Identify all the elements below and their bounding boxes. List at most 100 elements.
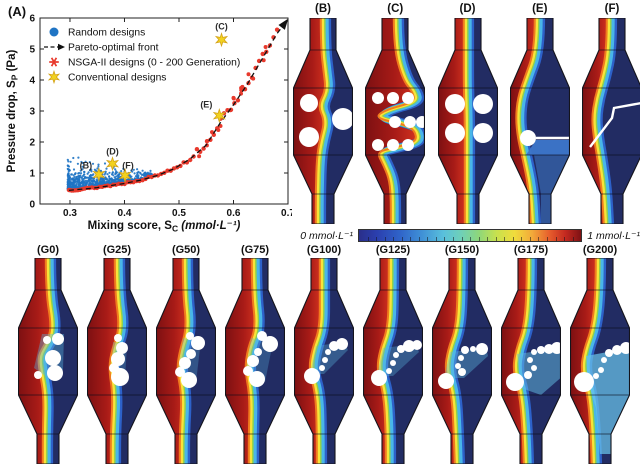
cfd-concentration-field xyxy=(87,258,147,464)
colorbar-tick xyxy=(376,237,378,241)
svg-text:(F): (F) xyxy=(122,160,134,170)
mixing-vs-pressure-chart: (B) (C) (D) (E) (F) 0.3 0.4 0.5 0.6 0.7 0 1 2 3 4 5 6 Ran… xyxy=(6,4,292,234)
svg-text:(E): (E) xyxy=(200,100,212,110)
obstacle-pillar xyxy=(249,371,265,387)
obstacle-pillar xyxy=(47,365,63,381)
cfd-concentration-field xyxy=(293,18,353,224)
obstacle-pillar xyxy=(111,368,129,386)
obstacle-pillar xyxy=(389,116,402,128)
obstacle-pillar xyxy=(444,94,465,114)
colorbar-tick xyxy=(521,237,523,241)
colorbar-tick xyxy=(572,237,574,241)
svg-text:0.7: 0.7 xyxy=(281,208,292,219)
baffle xyxy=(589,101,640,148)
obstacle-pillar xyxy=(386,368,392,374)
obstacle-pillar xyxy=(175,367,185,377)
obstacle-pillar xyxy=(531,365,537,371)
svg-text:4: 4 xyxy=(29,76,35,87)
design-panel-c: (C) xyxy=(365,2,426,224)
svg-text:Pareto-optimal front: Pareto-optimal front xyxy=(68,43,159,54)
svg-text:NSGA-II designs (0 - 200 Gener: NSGA-II designs (0 - 200 Generation) xyxy=(68,58,240,69)
colorbar-tick xyxy=(538,237,540,241)
panel-label: (D) xyxy=(459,3,476,15)
cfd-concentration-field xyxy=(156,258,216,464)
colorbar-tick xyxy=(478,237,480,241)
obstacle-pillar xyxy=(34,371,42,379)
obstacle-pillar xyxy=(524,371,532,379)
obstacle-pillar xyxy=(612,345,622,355)
panel-label: (G200) xyxy=(582,244,618,256)
obstacle-pillar xyxy=(179,357,191,369)
obstacle-pillar xyxy=(299,127,319,147)
obstacle-pillar xyxy=(574,372,594,392)
design-panel-g200: (G200) xyxy=(570,244,630,464)
colorbar-tick xyxy=(470,237,472,241)
obstacle-pillar xyxy=(332,108,353,130)
colorbar-tick xyxy=(435,237,437,241)
panel-label: (F) xyxy=(604,3,620,15)
colorbar-tick xyxy=(427,237,429,241)
obstacle-pillar xyxy=(372,92,385,104)
obstacle-pillar xyxy=(300,94,318,112)
design-panel-g50: (G50) xyxy=(156,244,216,464)
colorbar-tick xyxy=(487,237,489,241)
panel-label: (E) xyxy=(532,3,548,15)
colorbar-tick xyxy=(418,237,420,241)
svg-text:0.4: 0.4 xyxy=(118,208,132,219)
panel-label: (G25) xyxy=(102,244,132,256)
svg-text:0.3: 0.3 xyxy=(63,208,77,219)
colorbar-tick xyxy=(410,237,412,241)
colorbar-tick xyxy=(444,237,446,241)
colorbar-gradient xyxy=(358,229,583,242)
panel-label: (G100) xyxy=(306,244,342,256)
svg-text:6: 6 xyxy=(29,14,35,25)
obstacle-pillar xyxy=(519,130,536,146)
design-panel-g125: (G125) xyxy=(363,244,423,464)
svg-text:(B): (B) xyxy=(80,161,93,171)
obstacle-pillar xyxy=(438,373,454,389)
colorbar-max-label: 1 mmol·L⁻¹ xyxy=(587,229,640,242)
svg-text:1: 1 xyxy=(29,169,35,180)
obstacle-pillar xyxy=(181,372,197,388)
panel-label: (G150) xyxy=(444,244,480,256)
obstacle-pillar xyxy=(247,355,259,367)
cfd-concentration-field xyxy=(18,258,78,464)
colorbar-tick xyxy=(461,237,463,241)
y-axis-label: Pressure drop, SP (Pa) xyxy=(6,50,20,173)
colorbar: 0 mmol·L⁻¹ 1 mmol·L⁻¹ xyxy=(291,229,640,242)
design-panel-g150: (G150) xyxy=(432,244,492,464)
panel-label: (G175) xyxy=(513,244,549,256)
obstacle-pillar xyxy=(461,346,469,354)
obstacle-pillar xyxy=(387,139,400,151)
obstacle-pillar xyxy=(45,350,61,366)
obstacle-pillar xyxy=(262,336,278,352)
cfd-concentration-field xyxy=(501,258,561,464)
cfd-concentration-field xyxy=(509,18,570,224)
obstacle-pillar xyxy=(404,116,417,128)
panel-label: (G75) xyxy=(240,244,270,256)
x-axis-label: Mixing score, SC (mmol·L⁻¹) xyxy=(88,220,241,234)
design-panel-e: (E) xyxy=(509,2,570,224)
cfd-concentration-field xyxy=(294,258,354,464)
design-panel-f: (F) xyxy=(582,2,640,224)
colorbar-tick xyxy=(453,237,454,241)
panel-label: (G0) xyxy=(37,244,59,256)
obstacle-pillar xyxy=(390,360,396,366)
obstacle-pillar xyxy=(402,139,415,151)
colorbar-tick xyxy=(393,237,395,241)
svg-text:0.5: 0.5 xyxy=(172,208,186,219)
design-panel-d: (D) xyxy=(437,2,498,224)
obstacle-pillar xyxy=(52,333,64,345)
cfd-concentration-field xyxy=(225,258,285,464)
svg-text:Random designs: Random designs xyxy=(68,28,145,39)
design-panel-g25: (G25) xyxy=(87,244,147,464)
obstacle-pillar xyxy=(537,346,545,354)
obstacle-pillar xyxy=(598,367,604,373)
obstacle-pillar xyxy=(43,336,51,344)
panel-a-chart: (B) (C) (D) (E) (F) 0.3 0.4 0.5 0.6 0.7 0 1 2 3 4 5 6 Ran… xyxy=(4,2,292,234)
svg-text:5: 5 xyxy=(29,45,35,56)
obstacle-pillar xyxy=(114,334,122,342)
obstacle-pillar xyxy=(601,357,607,363)
obstacle-pillar xyxy=(472,94,493,114)
